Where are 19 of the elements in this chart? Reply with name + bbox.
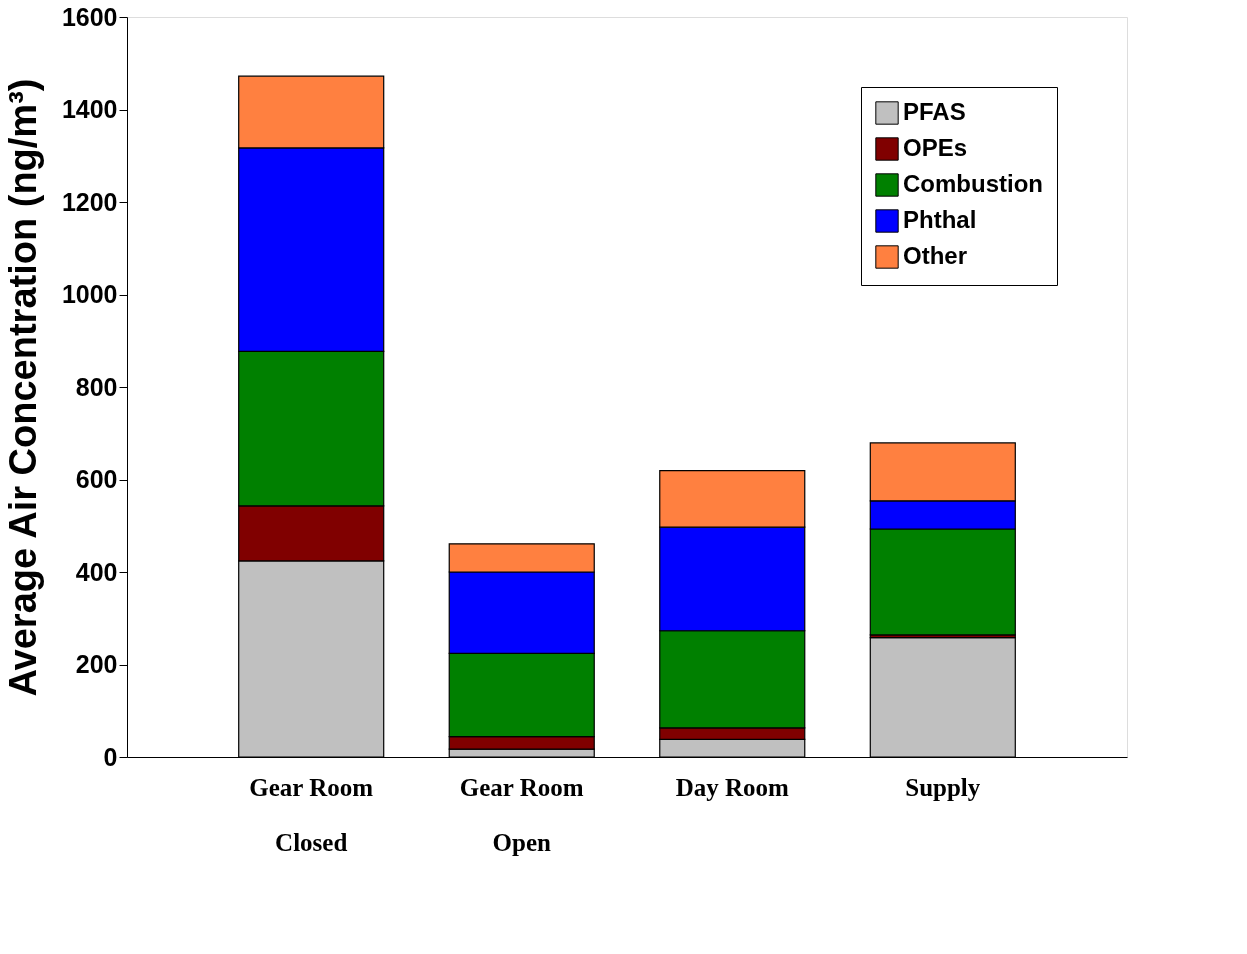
x-tick-label: Gear Room Open — [459, 773, 584, 856]
x-tick-label: Gear Room Closed — [249, 773, 374, 856]
y-tick-label: 600 — [75, 465, 118, 493]
legend-label: OPEs — [903, 134, 968, 161]
y-tick-label: 0 — [103, 742, 118, 771]
y-tick-label: 400 — [75, 557, 118, 586]
legend-label: PFAS — [903, 98, 966, 125]
legend-label: Other — [903, 242, 968, 269]
y-tick-label: 1600 — [61, 2, 118, 31]
x-tick-label: Supply — [905, 773, 981, 801]
y-tick-label: 1400 — [61, 95, 118, 123]
y-tick-label: 1000 — [61, 280, 118, 308]
y-axis-title: Average Air Concentration (ng/m³) — [1, 78, 44, 697]
y-tick-label: 1200 — [61, 187, 118, 216]
legend-label: Combustion — [903, 170, 1043, 197]
y-tick-label: 200 — [75, 650, 118, 678]
x-tick-label: Day Room — [675, 773, 790, 801]
legend-label: Phthal — [903, 206, 977, 233]
y-tick-label: 800 — [75, 372, 118, 401]
